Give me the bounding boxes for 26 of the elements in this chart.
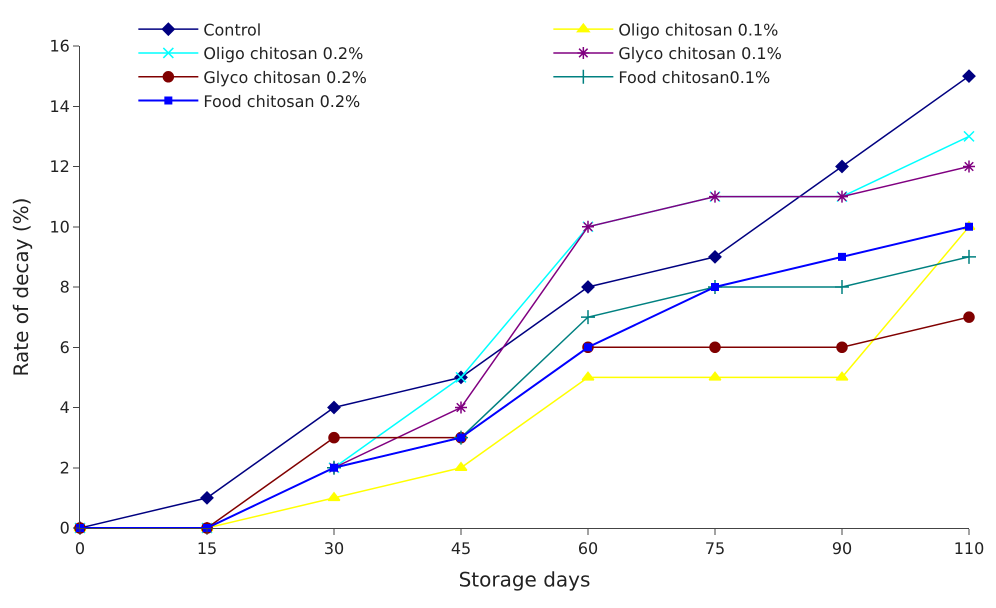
x-tick-label: 30: [324, 539, 344, 558]
legend-label: Control: [203, 20, 262, 40]
y-tick-label: 14: [49, 96, 70, 116]
y-tick-label: 8: [60, 278, 70, 297]
x-tick-label: 15: [196, 539, 218, 558]
x-tick-label: 60: [578, 539, 598, 558]
y-axis-title: Rate of decay (%): [8, 198, 33, 376]
y-tick-label: 0: [60, 518, 70, 538]
y-tick-label: 10: [49, 217, 70, 236]
y-tick-label: 4: [60, 398, 70, 418]
x-tick-label: 110: [954, 539, 984, 558]
legend-label: Oligo chitosan 0.2%: [203, 44, 364, 64]
y-tick-label: 2: [60, 458, 70, 478]
x-axis-title: Storage days: [458, 568, 590, 592]
legend-label: Glyco chitosan 0.2%: [203, 68, 367, 87]
x-tick-label: 90: [832, 539, 852, 558]
x-tick-label: 45: [450, 539, 472, 558]
x-tick-label: 0: [74, 539, 86, 558]
x-tick-label: 75: [704, 539, 726, 558]
y-tick-label: 16: [49, 36, 70, 56]
legend-label: Food chitosan0.1%: [618, 68, 770, 87]
y-tick-label: 12: [49, 157, 70, 176]
legend-label: Oligo chitosan 0.1%: [618, 20, 778, 40]
legend-label: Glyco chitosan 0.1%: [618, 44, 782, 64]
legend-label: Food chitosan 0.2%: [203, 92, 360, 111]
y-tick-label: 6: [60, 338, 70, 357]
